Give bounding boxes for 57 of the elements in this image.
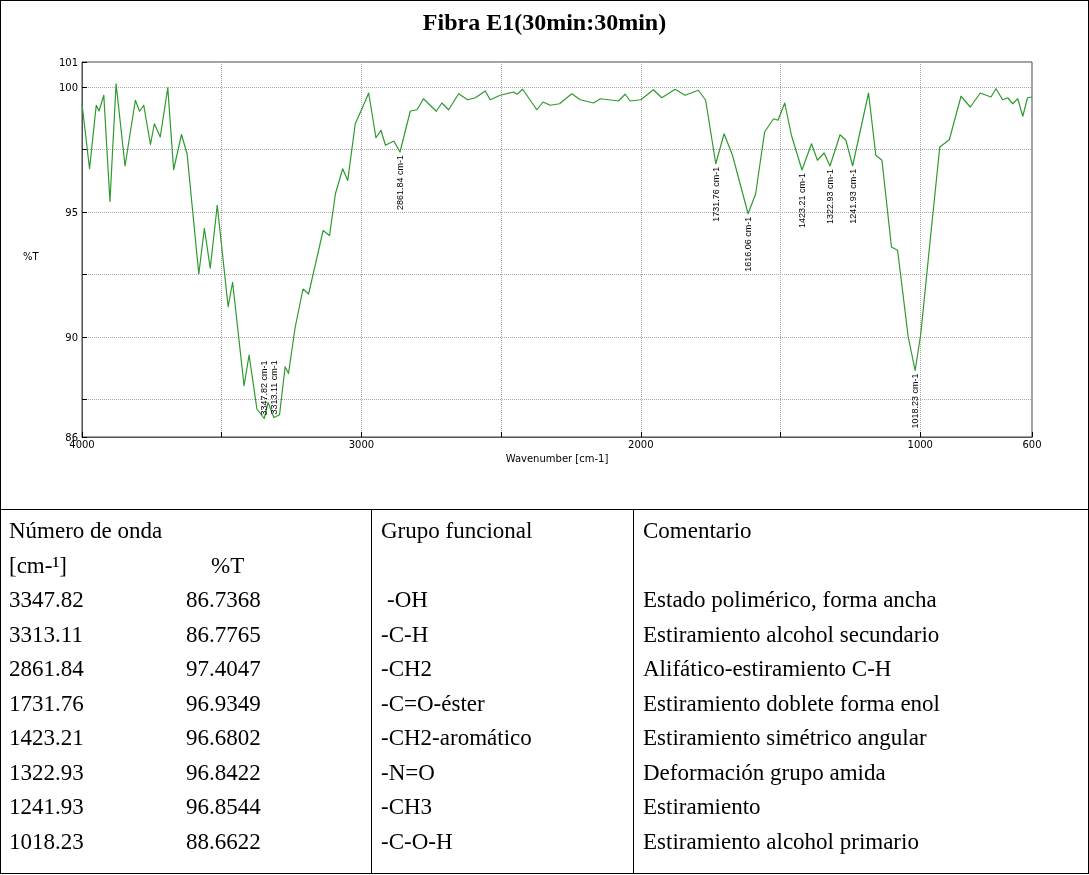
text: Estiramiento simétrico angular [643,725,927,750]
annotation: 3313.11 cm-1 [268,360,279,415]
text: -C-H [381,621,429,647]
text: 3313.11 [9,621,83,647]
annotation: 1616.06 cm-1 [743,216,754,272]
text: 96.8544 [186,794,261,819]
text: Número de onda [9,518,163,543]
text: 1423.21 [9,725,84,750]
text: Estiramiento alcohol secundario [643,621,940,647]
annotation: 3347.82 cm-1 [259,360,270,416]
text: [cm-¹] [9,552,67,578]
y-tick-label: 90 [65,331,78,343]
text: -CH2-aromático [381,725,532,750]
x-axis-title: Wavenumber [cm-1] [505,453,609,465]
annotation: 1423.21 cm-1 [796,173,807,229]
text: 96.6802 [186,725,261,750]
text: -OH [387,587,428,612]
text: Estiramiento alcohol primario [643,828,919,854]
text: -C=O-éster [381,690,485,716]
text: -C-O-H [381,828,453,854]
y-tick-label: 101 [58,56,78,68]
text: 96.9349 [186,690,261,716]
y-tick-label: 95 [65,206,78,218]
text: 2861.84 [9,656,84,681]
text: %T [211,552,245,578]
text: 97.4047 [186,656,261,681]
x-tick-label: 1000 [907,438,933,450]
text: 88.6622 [186,828,261,854]
x-tick-label: 2000 [628,438,654,450]
annotation: 1018.23 cm-1 [910,373,921,429]
text: Deformación grupo amida [643,759,886,785]
text: Estiramiento doblete forma enol [643,690,940,716]
x-tick-label: 3000 [348,438,375,450]
text: 1322.93 [9,759,84,785]
annotation: 1731.76 cm-1 [710,166,721,222]
text: 1241.93 [9,794,84,819]
y-tick-label: 100 [58,81,78,93]
text: Comentario [643,518,752,543]
x-tick-label: 600 [1022,438,1042,450]
text: 86.7368 [186,587,261,612]
annotation: 1241.93 cm-1 [847,168,858,224]
text: 1018.23 [9,828,84,854]
text: Alifático-estiramiento C-H [643,656,892,681]
y-axis-title: %T [23,250,40,262]
text: Estado polimérico, forma ancha [643,587,937,612]
annotation: 1322.93 cm-1 [825,169,835,225]
chart-title: Fibra E1(30min:30min) [422,9,667,35]
text: 1731.76 [9,690,84,716]
text: 86.7765 [186,621,261,647]
annotation: 2861.84 cm-1 [395,155,406,211]
text: -CH2 [381,656,433,681]
text: 3347.82 [9,587,84,612]
text: Grupo funcional [381,518,533,543]
text: -N=O [381,759,435,785]
text: -CH3 [381,794,433,819]
text: Estiramiento [643,794,761,819]
text: 96.8422 [186,759,261,785]
